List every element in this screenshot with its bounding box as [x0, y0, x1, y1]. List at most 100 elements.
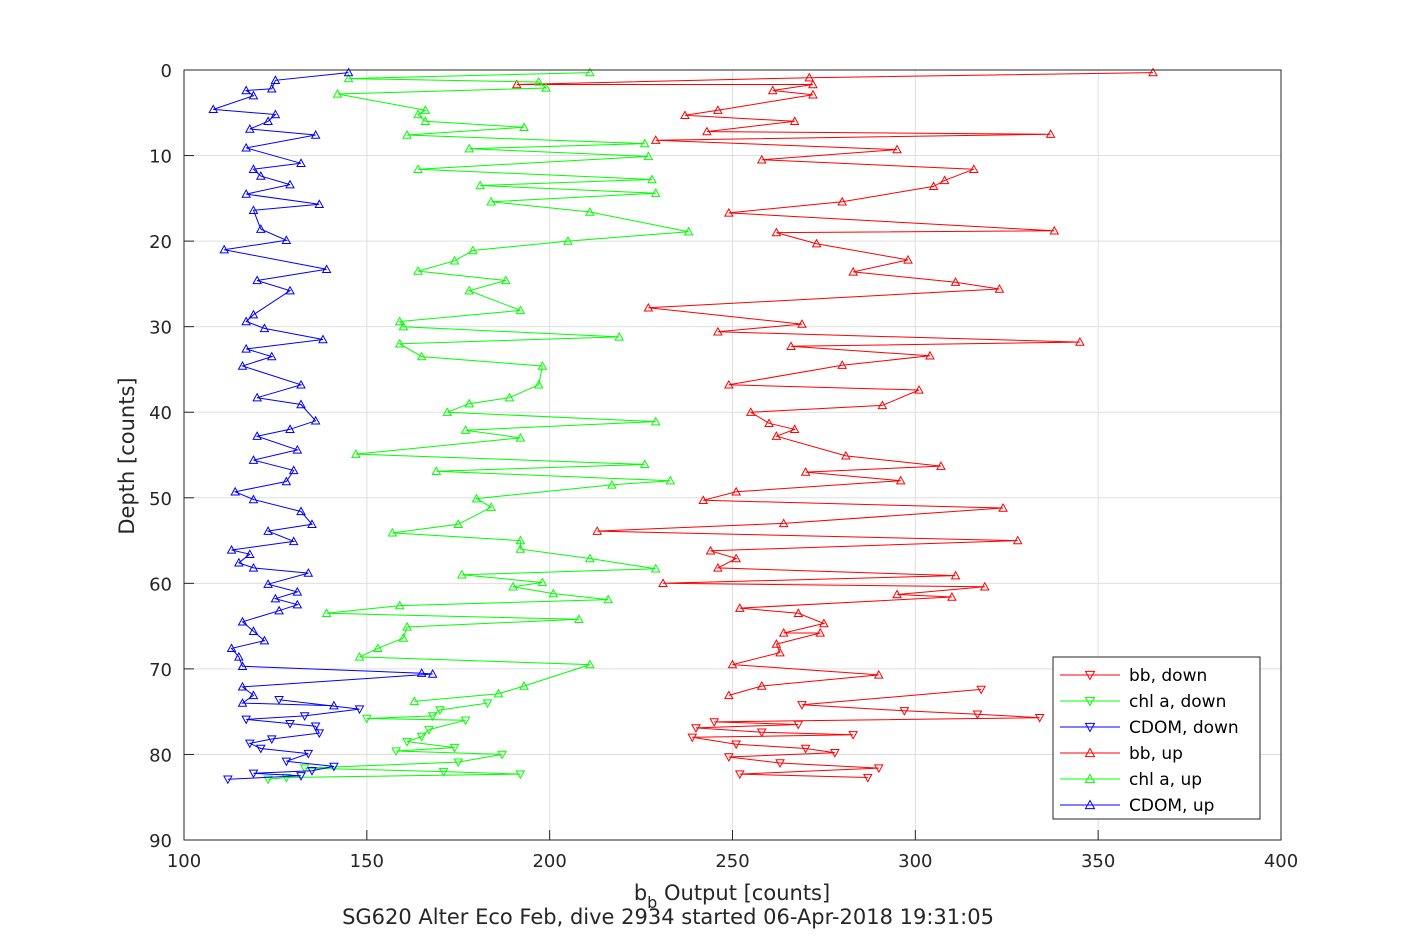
legend-item: bb, down — [1060, 666, 1207, 686]
data-point — [895, 475, 906, 485]
data-point — [464, 398, 475, 408]
data-point — [723, 690, 734, 700]
data-point — [226, 643, 237, 653]
data-point — [537, 360, 548, 370]
legend-item: chl a, up — [1060, 770, 1202, 790]
data-point — [745, 407, 756, 416]
data-point — [563, 236, 573, 245]
data-point — [248, 769, 259, 779]
data-point — [519, 680, 529, 690]
legend-label: chl a, up — [1129, 770, 1202, 790]
data-point — [208, 104, 219, 114]
y-tick-label: 90 — [149, 831, 172, 852]
data-point — [892, 144, 902, 154]
data-point — [500, 275, 511, 285]
data-point — [972, 710, 983, 720]
data-point — [372, 643, 383, 653]
data-point — [296, 379, 306, 389]
data-point — [303, 568, 314, 577]
legend: bb, down chl a, down CDOM, down bb, up chl a… — [1052, 656, 1261, 820]
data-point — [713, 562, 723, 572]
data-point — [427, 668, 438, 678]
data-point — [793, 720, 804, 730]
data-point — [387, 527, 398, 537]
data-point — [464, 285, 475, 295]
data-point — [705, 545, 716, 555]
legend-marker — [1084, 722, 1096, 733]
data-point — [650, 135, 661, 144]
data-point — [585, 659, 595, 669]
legend-marker — [1084, 773, 1096, 784]
data-point — [427, 712, 438, 721]
data-point — [1012, 535, 1023, 545]
data-point — [515, 432, 526, 442]
data-point — [771, 227, 782, 237]
legend-marker — [1084, 747, 1096, 758]
data-point — [548, 588, 559, 598]
data-point — [292, 444, 303, 454]
series-line — [326, 72, 689, 702]
data-point — [285, 424, 295, 434]
y-tick-label: 70 — [149, 660, 172, 681]
data-point — [281, 757, 292, 767]
x-tick-label: 300 — [898, 851, 932, 872]
data-point — [237, 661, 248, 671]
data-point — [394, 316, 405, 326]
data-point — [892, 589, 902, 599]
data-point — [431, 466, 442, 475]
figure-caption: SG620 Alter Eco Feb, dive 2934 started 0… — [342, 905, 994, 929]
data-point — [658, 578, 668, 588]
series-line — [268, 702, 521, 780]
data-point — [756, 680, 767, 690]
data-point — [449, 743, 460, 753]
data-point — [394, 600, 405, 610]
data-point — [537, 577, 548, 587]
data-point — [819, 618, 829, 628]
data-point — [1045, 129, 1056, 138]
data-point — [998, 503, 1008, 512]
data-point — [811, 238, 822, 248]
data-point — [643, 302, 654, 312]
data-point — [394, 338, 405, 348]
data-point — [723, 379, 734, 389]
data-point — [307, 519, 317, 528]
data-point — [248, 690, 259, 700]
legend-label: CDOM, down — [1129, 718, 1239, 738]
data-point — [266, 735, 277, 745]
data-point — [424, 725, 434, 735]
data-point — [413, 109, 423, 119]
data-point — [585, 553, 595, 563]
data-point — [979, 581, 990, 591]
data-point — [947, 591, 957, 601]
data-point — [237, 681, 248, 691]
data-point — [270, 593, 281, 603]
legend-item: chl a, down — [1060, 692, 1226, 712]
data-point — [343, 67, 354, 77]
legend-label: bb, down — [1129, 666, 1207, 686]
data-point — [288, 465, 299, 475]
data-point — [292, 599, 303, 609]
series-chl-a-up — [321, 67, 694, 706]
data-point — [234, 651, 244, 661]
data-point — [804, 72, 815, 82]
data-point — [266, 351, 277, 361]
y-tick-label: 20 — [149, 232, 172, 253]
data-point — [361, 714, 372, 724]
data-point — [299, 764, 310, 774]
y-axis-title: Depth [counts] — [115, 377, 139, 534]
data-point — [329, 762, 339, 772]
data-point — [252, 275, 262, 285]
data-point — [486, 502, 497, 511]
data-point — [486, 196, 497, 206]
data-point — [237, 698, 248, 707]
data-point — [255, 224, 266, 233]
data-point — [771, 639, 782, 648]
data-point — [789, 116, 800, 126]
data-point — [307, 767, 317, 776]
data-point — [259, 323, 270, 333]
data-point — [723, 753, 734, 763]
data-point — [453, 758, 464, 768]
data-point — [903, 254, 913, 264]
data-point — [296, 158, 306, 167]
data-point — [402, 621, 412, 631]
